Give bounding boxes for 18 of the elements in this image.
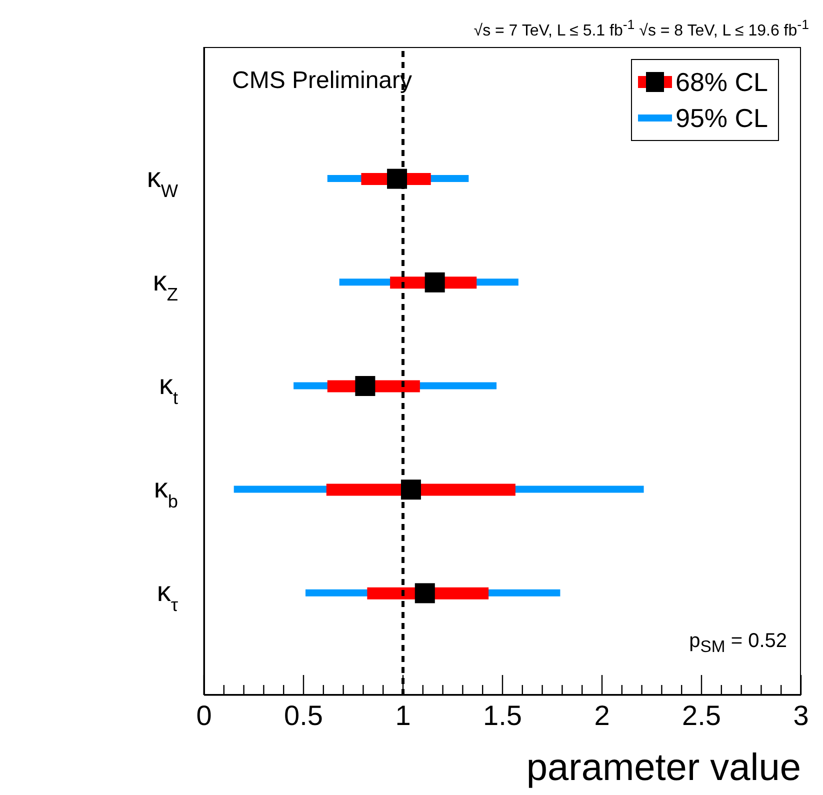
x-axis-title: parameter value: [526, 747, 801, 790]
x-tick-label: 3: [793, 700, 809, 731]
y-tick-label: κ$_{W}$: [146, 162, 179, 201]
x-tick-label: 2.5: [682, 700, 721, 731]
y-tick-label: κ$_{τ}$: [156, 576, 179, 616]
x-tick-label: 1.5: [483, 700, 522, 731]
y-tick-label: κ$_{t}$: [158, 369, 178, 408]
x-tick-label: 0.5: [284, 700, 323, 731]
y-tick-label: κ$_{Z}$: [152, 265, 178, 304]
text: √s = 7 TeV, L ≤ 5.1 fb$^{-1}$ √s = 8 TeV, L ≤ 19.6 fb$^{-1}$: [474, 17, 809, 40]
legend-label: 68% CL: [676, 66, 768, 98]
x-tick-label: 2: [594, 700, 610, 731]
y-tick-label: κ$_{b}$: [154, 472, 178, 512]
x-tick-label: 1: [395, 700, 411, 731]
legend-label: 95% CL: [676, 102, 768, 134]
x-tick-label: 0: [196, 700, 212, 731]
annotation: CMS Preliminary: [232, 67, 412, 95]
annotation: p$_{SM}$ = 0.52: [689, 630, 787, 657]
